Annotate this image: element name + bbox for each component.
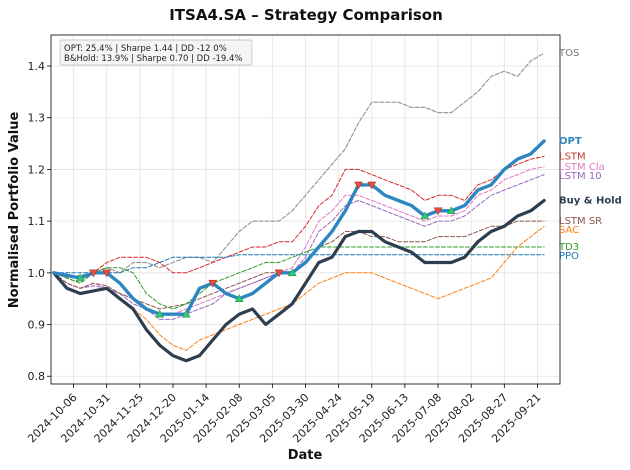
series-label-lstm-cla: LSTM Cla	[559, 162, 605, 173]
y-tick-label: 1.1	[28, 215, 46, 228]
series-label-ppo: PPO	[559, 251, 579, 262]
trade-markers	[75, 181, 456, 318]
sell-marker	[433, 207, 443, 216]
buy-marker	[420, 211, 430, 220]
series-line-buy-hold	[52, 198, 546, 363]
series-layer	[52, 52, 546, 363]
y-axis-title: Normalised Portfolio Value	[7, 112, 22, 309]
y-tick-label: 1.4	[28, 60, 46, 73]
sell-marker	[367, 181, 377, 190]
grid	[51, 35, 560, 384]
series-label-lstm-sr: LSTM SR	[559, 216, 602, 227]
series-label-opt: OPT	[559, 136, 582, 147]
series-line-lstm	[53, 156, 545, 284]
x-axis-title: Date	[288, 448, 323, 463]
buy-marker	[446, 206, 456, 215]
buy-marker	[181, 309, 191, 318]
sell-marker	[88, 269, 98, 278]
stats-box: OPT: 25.4% | Sharpe 1.44 | DD -12 0% B&H…	[59, 39, 253, 66]
y-tick-label: 0.8	[28, 370, 46, 383]
series-line-lstm-10	[53, 174, 545, 320]
sell-marker	[354, 181, 363, 190]
series-label-lstm: LSTM	[559, 152, 586, 163]
series-label-td3: TD3	[558, 242, 579, 253]
series-label-buy-hold: Buy & Hold	[559, 196, 622, 207]
y-tick-label: 1.3	[28, 112, 46, 125]
buy-marker	[155, 309, 165, 318]
buy-marker	[287, 268, 297, 277]
stats-line-opt: OPT: 25.4% | Sharpe 1.44 | DD -12 0%	[64, 44, 227, 54]
sell-marker	[208, 279, 218, 288]
y-tick-label: 1.2	[28, 163, 46, 176]
series-label-sac: SAC	[559, 225, 579, 236]
series-line-td3	[53, 246, 545, 310]
buy-marker	[234, 294, 244, 302]
series-line-opt	[52, 139, 546, 316]
series-line-sac	[53, 225, 545, 351]
series-line-tos	[53, 52, 545, 279]
chart-title: ITSA4.SA – Strategy Comparison	[169, 6, 443, 24]
y-axis: 0.8 0.9 1.0 1.1 1.2 1.3 1.4	[28, 60, 51, 383]
sell-marker	[102, 269, 112, 278]
stats-line-bhold: B&Hold: 13.9% | Sharpe 0.70 | DD -19.4%	[64, 54, 243, 64]
y-tick-label: 0.9	[28, 319, 46, 332]
x-axis: 2024-10-062024-10-312024-11-252024-12-20…	[25, 384, 544, 445]
series-label-lstm-10: LSTM 10	[559, 171, 602, 182]
y-tick-label: 1.0	[28, 267, 46, 280]
sell-marker	[274, 269, 284, 278]
series-label-tos: TOS	[558, 48, 579, 59]
buy-marker	[75, 273, 85, 282]
